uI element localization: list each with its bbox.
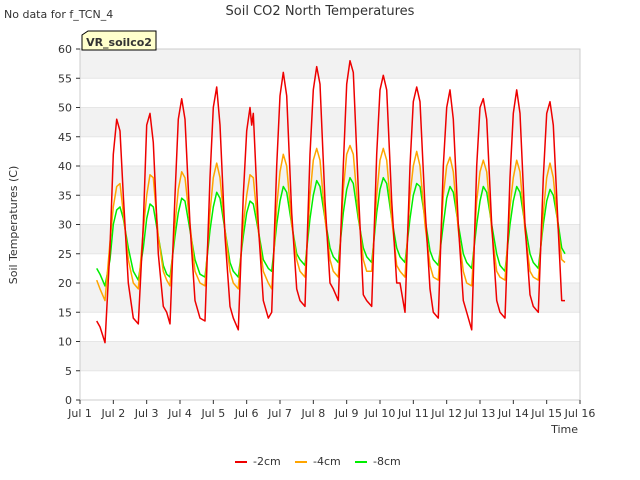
legend-label: -4cm xyxy=(313,455,341,468)
plot-background xyxy=(79,48,581,401)
y-tick-label: 60 xyxy=(58,43,72,56)
legend-label: -8cm xyxy=(373,455,401,468)
series-layer xyxy=(95,59,566,344)
y-axis-label: Soil Temperatures (C) xyxy=(7,166,20,285)
series-line-2cm xyxy=(96,59,565,344)
legend-item: -2cm xyxy=(235,455,281,468)
x-tick-label: Jul 12 xyxy=(430,407,462,420)
y-tick-label: 35 xyxy=(58,189,72,202)
y-tick-label: 40 xyxy=(58,160,72,173)
x-axis: Jul 1 Jul 2 Jul 3 Jul 4 Jul 5 Jul 6 Jul 7 Jul 8… xyxy=(67,400,595,420)
y-tick-label: 25 xyxy=(58,248,72,261)
x-tick-label: Jul 7 xyxy=(267,407,292,420)
y-tick-label: 50 xyxy=(58,102,72,115)
x-axis-label: Time xyxy=(550,423,578,436)
y-tick-label: 30 xyxy=(58,219,72,232)
grid-band xyxy=(80,107,580,137)
x-tick-label: Jul 5 xyxy=(200,407,225,420)
y-tick-label: 45 xyxy=(58,131,72,144)
grid-band xyxy=(80,166,580,196)
legend-label: -2cm xyxy=(253,455,281,468)
y-tick-label: 15 xyxy=(58,306,72,319)
y-tick-label: 10 xyxy=(58,336,72,349)
y-tick-label: 5 xyxy=(65,365,72,378)
site-badge-label: VR_soilco2 xyxy=(86,36,152,49)
x-tick-label: Jul 9 xyxy=(334,407,359,420)
site-badge: VR_soilco2 xyxy=(81,30,157,51)
x-tick-label: Jul 10 xyxy=(364,407,396,420)
y-tick-label: 0 xyxy=(65,394,72,407)
x-tick-label: Jul 11 xyxy=(397,407,429,420)
no-data-note: No data for f_TCN_4 xyxy=(4,8,113,21)
y-tick-label: 20 xyxy=(58,277,72,290)
x-tick-label: Jul 3 xyxy=(134,407,159,420)
x-tick-label: Jul 1 xyxy=(67,407,92,420)
legend-item: -4cm xyxy=(295,455,341,468)
grid-band xyxy=(80,341,580,371)
y-axis: 0 5 10 15 20 25 30 35 40 45 50 55 60 xyxy=(58,43,80,407)
legend: -2cm -4cm -8cm xyxy=(235,455,401,468)
x-tick-label: Jul 8 xyxy=(300,407,325,420)
x-tick-label: Jul 6 xyxy=(234,407,259,420)
grid-band xyxy=(80,49,580,79)
chart-title: Soil CO2 North Temperatures xyxy=(226,4,415,19)
x-tick-label: Jul 2 xyxy=(100,407,125,420)
y-tick-label: 55 xyxy=(58,72,72,85)
legend-item: -8cm xyxy=(355,455,401,468)
x-tick-label: Jul 14 xyxy=(497,407,529,420)
x-tick-label: Jul 13 xyxy=(464,407,496,420)
x-tick-label: Jul 16 xyxy=(564,407,596,420)
x-tick-label: Jul 15 xyxy=(530,407,562,420)
x-tick-label: Jul 4 xyxy=(167,407,192,420)
